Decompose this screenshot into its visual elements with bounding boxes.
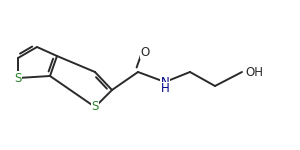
Text: S: S	[14, 72, 22, 84]
Text: S: S	[91, 100, 99, 114]
Text: N: N	[160, 75, 169, 88]
Text: H: H	[160, 82, 169, 96]
Text: OH: OH	[245, 66, 263, 78]
Text: O: O	[140, 45, 150, 58]
